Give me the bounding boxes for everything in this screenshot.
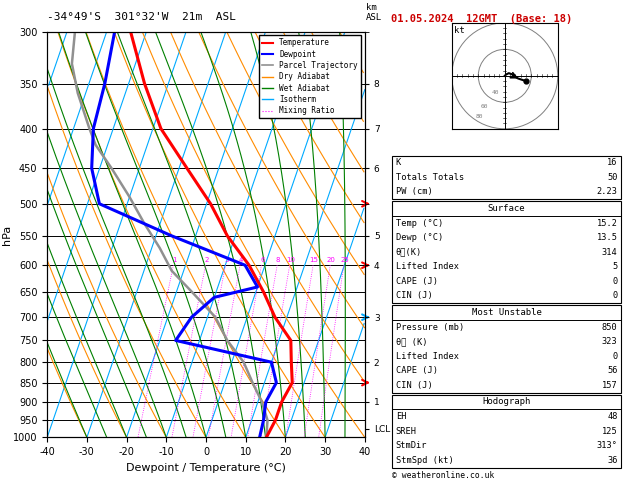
Text: 2: 2 [204, 257, 209, 262]
Text: 1: 1 [172, 257, 177, 262]
Text: CAPE (J): CAPE (J) [396, 366, 438, 375]
Text: 0: 0 [613, 292, 618, 300]
Y-axis label: Mixing Ratio (g/kg): Mixing Ratio (g/kg) [398, 191, 407, 278]
Text: Pressure (mb): Pressure (mb) [396, 323, 464, 331]
Text: 25: 25 [340, 257, 349, 262]
Legend: Temperature, Dewpoint, Parcel Trajectory, Dry Adiabat, Wet Adiabat, Isotherm, Mi: Temperature, Dewpoint, Parcel Trajectory… [259, 35, 361, 118]
Text: 4: 4 [239, 257, 243, 262]
Text: EH: EH [396, 412, 406, 421]
Text: 60: 60 [481, 104, 489, 108]
Text: 50: 50 [607, 173, 618, 182]
Text: 0: 0 [613, 352, 618, 361]
Text: 314: 314 [602, 248, 618, 257]
Text: 48: 48 [607, 412, 618, 421]
Text: CIN (J): CIN (J) [396, 292, 432, 300]
Text: 16: 16 [607, 158, 618, 167]
Text: 850: 850 [602, 323, 618, 331]
Text: Temp (°C): Temp (°C) [396, 219, 443, 227]
Text: kt: kt [454, 26, 465, 35]
Text: 10: 10 [286, 257, 295, 262]
Text: 2.23: 2.23 [597, 188, 618, 196]
Text: 40: 40 [491, 90, 499, 95]
Text: StmDir: StmDir [396, 441, 427, 450]
Text: StmSpd (kt): StmSpd (kt) [396, 456, 454, 465]
Text: 80: 80 [476, 114, 483, 119]
X-axis label: Dewpoint / Temperature (°C): Dewpoint / Temperature (°C) [126, 463, 286, 473]
Text: Surface: Surface [488, 204, 525, 213]
Text: 36: 36 [607, 456, 618, 465]
Text: θᴇ (K): θᴇ (K) [396, 337, 427, 346]
Text: Hodograph: Hodograph [482, 398, 531, 406]
Text: -34°49'S  301°32'W  21m  ASL: -34°49'S 301°32'W 21m ASL [47, 12, 236, 22]
Text: 01.05.2024  12GMT  (Base: 18): 01.05.2024 12GMT (Base: 18) [391, 14, 572, 24]
Text: 5: 5 [613, 262, 618, 271]
Text: 15.2: 15.2 [597, 219, 618, 227]
Text: K: K [396, 158, 401, 167]
Text: 13.5: 13.5 [597, 233, 618, 242]
Text: 20: 20 [326, 257, 336, 262]
Text: Totals Totals: Totals Totals [396, 173, 464, 182]
Text: 157: 157 [602, 381, 618, 390]
Text: CAPE (J): CAPE (J) [396, 277, 438, 286]
Text: θᴇ(K): θᴇ(K) [396, 248, 422, 257]
Text: 56: 56 [607, 366, 618, 375]
Text: km
ASL: km ASL [366, 3, 382, 22]
Text: CIN (J): CIN (J) [396, 381, 432, 390]
Text: 8: 8 [276, 257, 281, 262]
Text: 125: 125 [602, 427, 618, 435]
Text: 6: 6 [260, 257, 265, 262]
Text: Most Unstable: Most Unstable [472, 308, 542, 317]
Text: Lifted Index: Lifted Index [396, 262, 459, 271]
Text: 3: 3 [225, 257, 229, 262]
Text: 0: 0 [613, 277, 618, 286]
Text: © weatheronline.co.uk: © weatheronline.co.uk [392, 471, 494, 480]
Text: SREH: SREH [396, 427, 416, 435]
Text: 323: 323 [602, 337, 618, 346]
Y-axis label: hPa: hPa [1, 225, 11, 244]
Text: 313°: 313° [597, 441, 618, 450]
Text: Dewp (°C): Dewp (°C) [396, 233, 443, 242]
Text: PW (cm): PW (cm) [396, 188, 432, 196]
Text: 15: 15 [309, 257, 318, 262]
Text: Lifted Index: Lifted Index [396, 352, 459, 361]
